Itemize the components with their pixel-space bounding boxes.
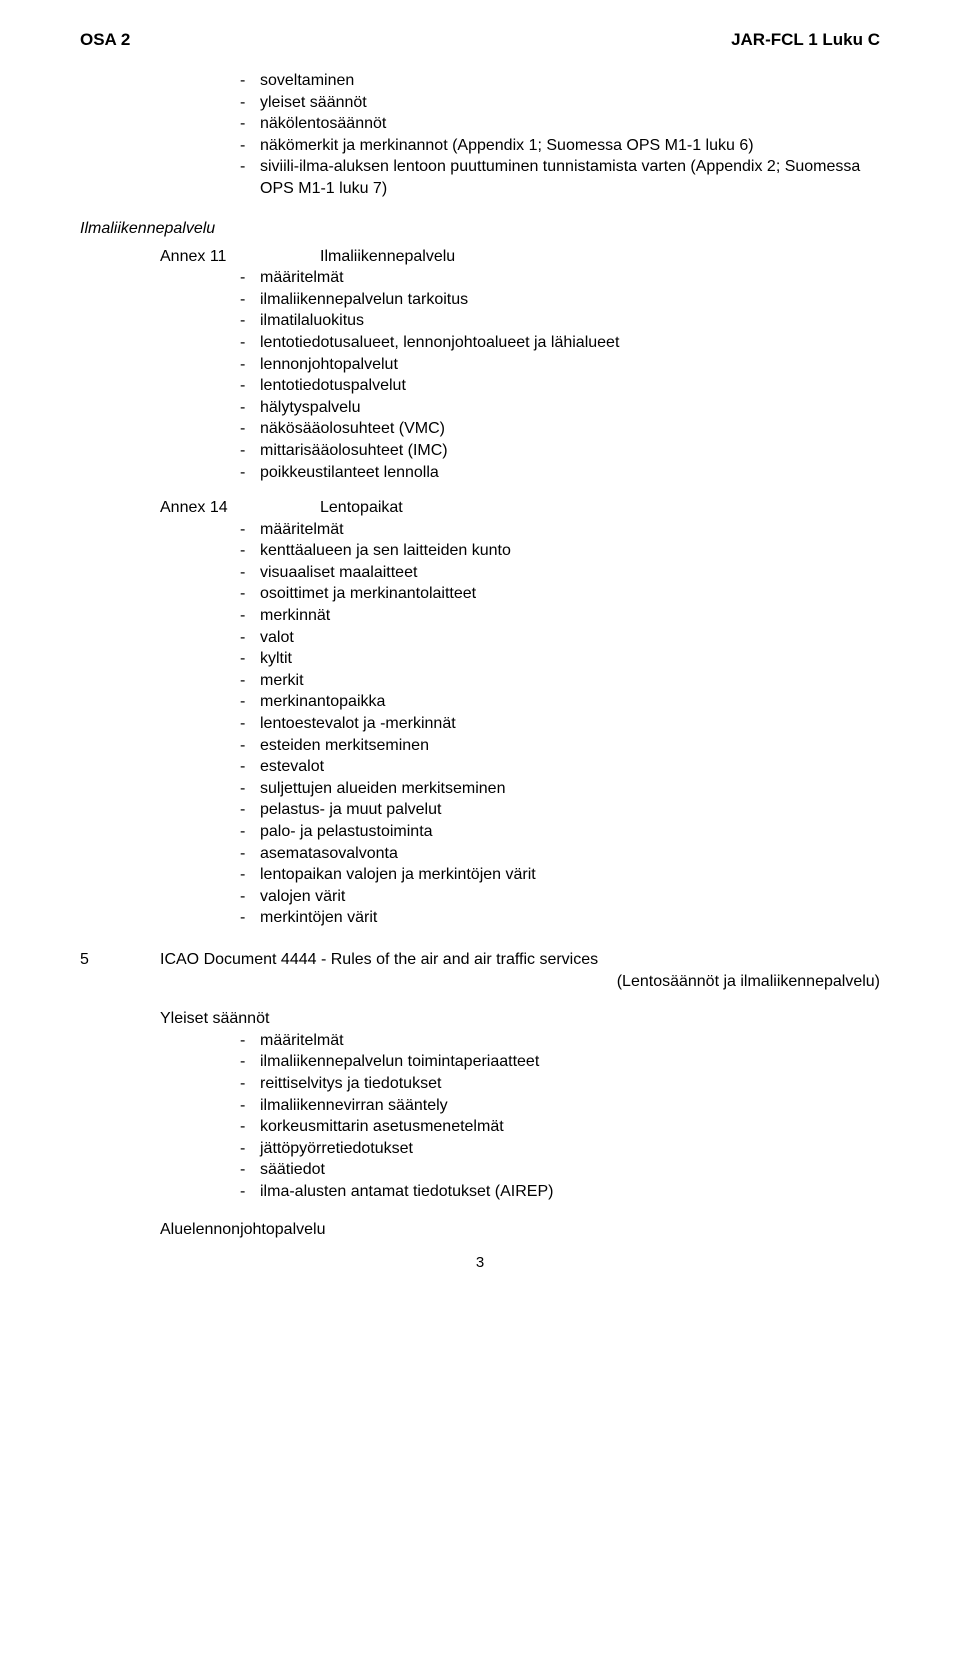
- list-item: -lentoestevalot ja -merkinnät: [240, 713, 880, 735]
- list-item: -mittarisääolosuhteet (IMC): [240, 440, 880, 462]
- page-header: OSA 2 JAR-FCL 1 Luku C: [80, 30, 880, 50]
- list-item: -ilmaliikennepalvelun tarkoitus: [240, 289, 880, 311]
- list-item: -siviili-ilma-aluksen lentoon puuttumine…: [240, 156, 880, 199]
- section5-paren: (Lentosäännöt ja ilmaliikennepalvelu): [160, 971, 880, 993]
- list-item: -soveltaminen: [240, 70, 880, 92]
- list-item: - merkit: [240, 670, 880, 692]
- list-item: -ilmaliikennepalvelun toimintaperiaattee…: [240, 1051, 880, 1073]
- list-item: - merkinnät: [240, 605, 880, 627]
- annex11-title: Ilmaliikennepalvelu: [320, 246, 880, 268]
- list-item: - merkintöjen värit: [240, 907, 880, 929]
- yleiset-list: -määritelmät -ilmaliikennepalvelun toimi…: [240, 1030, 880, 1203]
- annex14-label: Annex 14: [160, 497, 320, 519]
- list-item: -kenttäalueen ja sen laitteiden kunto: [240, 540, 880, 562]
- list-item: -säätiedot: [240, 1159, 880, 1181]
- section5-title: ICAO Document 4444 - Rules of the air an…: [160, 949, 880, 971]
- aluelennon-title: Aluelennonjohtopalvelu: [160, 1219, 880, 1241]
- list-item: -näkömerkit ja merkinannot (Appendix 1; …: [240, 135, 880, 157]
- yleiset-title: Yleiset säännöt: [160, 1008, 880, 1030]
- list-item: -lentotiedotuspalvelut: [240, 375, 880, 397]
- list-item: -määritelmät: [240, 267, 880, 289]
- list-item: -lentotiedotusalueet, lennonjohtoalueet …: [240, 332, 880, 354]
- list-item: -näkölentosäännöt: [240, 113, 880, 135]
- list-item: -jättöpyörretiedotukset: [240, 1138, 880, 1160]
- section5-num: 5: [80, 949, 160, 971]
- list-item: -hälytyspalvelu: [240, 397, 880, 419]
- list-item: -ilmatilaluokitus: [240, 310, 880, 332]
- list-item: - esteiden merkitseminen: [240, 735, 880, 757]
- list-item: - asematasovalvonta: [240, 843, 880, 865]
- list-item: - merkinantopaikka: [240, 691, 880, 713]
- annex14-list: -määritelmät -kenttäalueen ja sen laitte…: [240, 519, 880, 929]
- list-item: -suljettujen alueiden merkitseminen: [240, 778, 880, 800]
- list-item: - palo- ja pelastustoiminta: [240, 821, 880, 843]
- list-item: - valojen värit: [240, 886, 880, 908]
- list-item: -yleiset säännöt: [240, 92, 880, 114]
- list-item: -ilma-alusten antamat tiedotukset (AIREP…: [240, 1181, 880, 1203]
- list-item: -poikkeustilanteet lennolla: [240, 462, 880, 484]
- list-item: -reittiselvitys ja tiedotukset: [240, 1073, 880, 1095]
- section5-row: 5 ICAO Document 4444 - Rules of the air …: [80, 949, 880, 971]
- annex14-header: Annex 14 Lentopaikat: [80, 497, 880, 519]
- list-item: - valot: [240, 627, 880, 649]
- list-item: -ilmaliikennevirran sääntely: [240, 1095, 880, 1117]
- list-item: -määritelmät: [240, 1030, 880, 1052]
- list-item: -pelastus- ja muut palvelut: [240, 799, 880, 821]
- list-item: -lentopaikan valojen ja merkintöjen väri…: [240, 864, 880, 886]
- annex11-list: -määritelmät -ilmaliikennepalvelun tarko…: [240, 267, 880, 483]
- list-item: -määritelmät: [240, 519, 880, 541]
- header-left: OSA 2: [80, 30, 130, 50]
- list-item: - estevalot: [240, 756, 880, 778]
- annex11-label: Annex 11: [160, 246, 320, 268]
- ilmaliikenne-label: Ilmaliikennepalvelu: [80, 220, 880, 238]
- annex11-header: Annex 11 Ilmaliikennepalvelu: [80, 246, 880, 268]
- header-right: JAR-FCL 1 Luku C: [731, 30, 880, 50]
- list-item: -lennonjohtopalvelut: [240, 354, 880, 376]
- list-item: -näkösääolosuhteet (VMC): [240, 418, 880, 440]
- annex14-title: Lentopaikat: [320, 497, 880, 519]
- list-item: -visuaaliset maalaitteet: [240, 562, 880, 584]
- list-item: - kyltit: [240, 648, 880, 670]
- page-number: 3: [80, 1254, 880, 1271]
- block1-list: -soveltaminen -yleiset säännöt -näkölent…: [240, 70, 880, 200]
- list-item: -korkeusmittarin asetusmenetelmät: [240, 1116, 880, 1138]
- list-item: - osoittimet ja merkinantolaitteet: [240, 583, 880, 605]
